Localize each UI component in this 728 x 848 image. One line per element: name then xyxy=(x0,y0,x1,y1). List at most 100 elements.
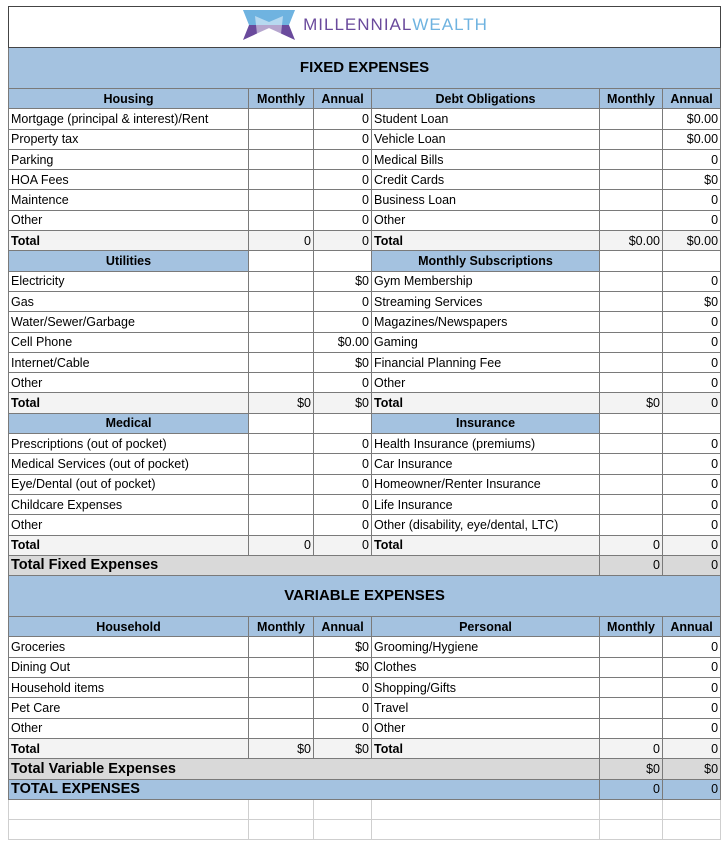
monthly-cell[interactable] xyxy=(599,351,663,374)
annual-cell[interactable]: $0 xyxy=(661,169,722,191)
annual-cell[interactable]: $0 xyxy=(313,351,372,374)
annual-cell[interactable]: 0 xyxy=(313,148,372,171)
annual-cell[interactable]: 0 xyxy=(313,209,372,232)
annual-cell[interactable]: 0 xyxy=(661,493,722,516)
annual-cell[interactable]: 0 xyxy=(661,311,722,333)
monthly-cell[interactable] xyxy=(248,189,314,211)
monthly-cell[interactable] xyxy=(248,270,314,292)
monthly-cell[interactable] xyxy=(599,636,663,658)
annual-cell[interactable]: 0 xyxy=(661,677,722,699)
monthly-cell[interactable] xyxy=(599,514,663,536)
monthly-cell[interactable] xyxy=(599,209,663,232)
monthly-cell[interactable] xyxy=(248,311,314,333)
annual-cell[interactable]: $0 xyxy=(313,656,372,679)
empty-cell[interactable] xyxy=(313,798,372,821)
monthly-cell[interactable] xyxy=(599,677,663,699)
monthly-cell[interactable] xyxy=(248,351,314,374)
monthly-cell[interactable] xyxy=(248,493,314,516)
annual-cell[interactable]: 0 xyxy=(313,433,372,455)
annual-cell[interactable]: 0 xyxy=(661,351,722,374)
monthly-cell[interactable] xyxy=(599,372,663,394)
empty-cell[interactable] xyxy=(371,798,600,821)
monthly-cell[interactable] xyxy=(248,514,314,536)
annual-cell[interactable]: $0 xyxy=(313,636,372,658)
annual-cell[interactable]: 0 xyxy=(313,311,372,333)
empty-cell[interactable] xyxy=(248,798,314,821)
annual-cell[interactable]: $0 xyxy=(313,270,372,292)
annual-cell[interactable]: 0 xyxy=(661,331,722,353)
annual-cell[interactable]: 0 xyxy=(313,697,372,719)
annual-cell[interactable]: 0 xyxy=(661,372,722,394)
monthly-cell[interactable] xyxy=(599,473,663,495)
monthly-cell[interactable] xyxy=(248,148,314,171)
monthly-cell[interactable] xyxy=(248,677,314,699)
annual-cell[interactable]: 0 xyxy=(661,189,722,211)
monthly-cell[interactable] xyxy=(248,453,314,475)
annual-cell[interactable]: $0.00 xyxy=(661,108,722,130)
annual-cell[interactable]: 0 xyxy=(313,717,372,739)
annual-cell[interactable]: 0 xyxy=(661,270,722,292)
annual-cell[interactable]: $0.00 xyxy=(661,128,722,150)
monthly-cell[interactable] xyxy=(248,209,314,232)
monthly-cell[interactable] xyxy=(248,433,314,455)
monthly-cell[interactable] xyxy=(248,372,314,394)
annual-cell[interactable]: 0 xyxy=(313,372,372,394)
annual-cell[interactable]: 0 xyxy=(313,473,372,495)
monthly-cell[interactable] xyxy=(599,717,663,739)
monthly-cell[interactable] xyxy=(599,270,663,292)
monthly-cell[interactable] xyxy=(599,108,663,130)
annual-cell[interactable]: 0 xyxy=(661,697,722,719)
empty-cell[interactable] xyxy=(248,819,314,841)
empty-cell[interactable] xyxy=(599,819,663,841)
monthly-cell[interactable] xyxy=(248,290,314,313)
monthly-cell[interactable] xyxy=(248,108,314,130)
annual-cell[interactable]: 0 xyxy=(313,677,372,699)
monthly-cell[interactable] xyxy=(248,697,314,719)
monthly-cell[interactable] xyxy=(599,311,663,333)
annual-cell[interactable]: 0 xyxy=(313,128,372,150)
annual-cell[interactable]: 0 xyxy=(661,209,722,232)
monthly-cell[interactable] xyxy=(599,148,663,171)
annual-cell[interactable]: 0 xyxy=(661,514,722,536)
monthly-cell[interactable] xyxy=(599,290,663,313)
monthly-cell[interactable] xyxy=(599,656,663,679)
monthly-cell[interactable] xyxy=(248,473,314,495)
monthly-cell[interactable] xyxy=(248,331,314,353)
monthly-cell[interactable] xyxy=(599,189,663,211)
monthly-cell[interactable] xyxy=(248,128,314,150)
annual-cell[interactable]: 0 xyxy=(661,473,722,495)
annual-cell[interactable]: $0 xyxy=(661,290,722,313)
annual-cell[interactable]: 0 xyxy=(661,656,722,679)
annual-cell[interactable]: 0 xyxy=(661,717,722,739)
annual-cell[interactable]: 0 xyxy=(661,433,722,455)
annual-cell[interactable]: 0 xyxy=(661,636,722,658)
annual-cell[interactable]: 0 xyxy=(661,453,722,475)
monthly-cell[interactable] xyxy=(599,493,663,516)
annual-cell[interactable]: 0 xyxy=(313,290,372,313)
annual-cell[interactable]: 0 xyxy=(313,453,372,475)
empty-cell[interactable] xyxy=(661,819,722,841)
monthly-cell[interactable] xyxy=(599,697,663,719)
annual-cell[interactable]: 0 xyxy=(661,148,722,171)
monthly-cell[interactable] xyxy=(248,169,314,191)
monthly-cell[interactable] xyxy=(248,636,314,658)
empty-cell[interactable] xyxy=(313,819,372,841)
monthly-cell[interactable] xyxy=(599,433,663,455)
monthly-cell[interactable] xyxy=(248,717,314,739)
annual-cell[interactable]: 0 xyxy=(313,189,372,211)
annual-cell[interactable]: 0 xyxy=(313,493,372,516)
empty-cell[interactable] xyxy=(8,819,249,841)
monthly-cell[interactable] xyxy=(599,169,663,191)
annual-cell[interactable]: 0 xyxy=(313,169,372,191)
empty-cell[interactable] xyxy=(371,819,600,841)
monthly-cell[interactable] xyxy=(599,331,663,353)
annual-cell[interactable]: $0.00 xyxy=(313,331,372,353)
monthly-cell[interactable] xyxy=(599,453,663,475)
annual-cell[interactable]: 0 xyxy=(313,514,372,536)
empty-cell[interactable] xyxy=(661,798,722,821)
empty-cell[interactable] xyxy=(8,798,249,821)
annual-cell[interactable]: 0 xyxy=(313,108,372,130)
empty-cell[interactable] xyxy=(599,798,663,821)
monthly-cell[interactable] xyxy=(599,128,663,150)
monthly-cell[interactable] xyxy=(248,656,314,679)
